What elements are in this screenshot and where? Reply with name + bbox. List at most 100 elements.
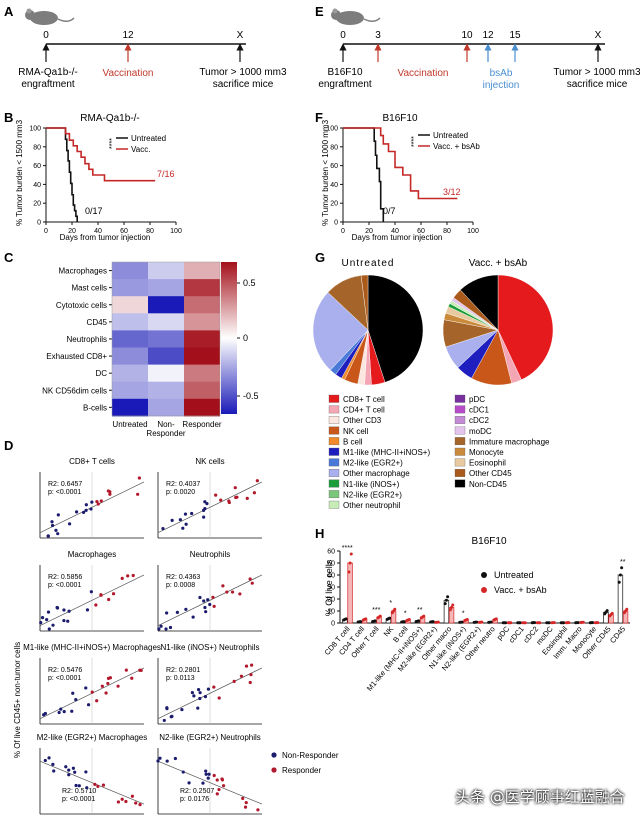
chart-title: B16F10 (382, 113, 417, 124)
point-nonresponder (51, 762, 55, 766)
scatter-title: Macrophages (68, 550, 116, 559)
panel-f: F B16F10 % Tumor burden < 1000 mm3 Days … (315, 110, 480, 242)
bar-point (567, 621, 571, 625)
point-nonresponder (157, 627, 161, 631)
panel-letter: B (4, 110, 13, 125)
heatmap-row-label: Cytotoxic cells (56, 301, 107, 310)
point-nonresponder (198, 691, 202, 695)
point-responder (243, 805, 248, 809)
point-responder (99, 499, 103, 503)
panel-letter: C (4, 250, 14, 265)
bar-point (489, 620, 493, 624)
bar-point (465, 618, 469, 622)
heatmap-row-label: Exhausted CD8+ (46, 352, 107, 361)
point-nonresponder (178, 518, 182, 522)
point-responder (106, 681, 110, 686)
legend-label: cDC1 (469, 406, 490, 415)
bar-point (450, 605, 454, 609)
bar-point (388, 616, 392, 620)
bar-point (347, 570, 351, 574)
heatmap-cell (184, 262, 220, 280)
point-nonresponder (170, 714, 174, 718)
pie-slice (497, 274, 554, 381)
colorbar-tick-label: 0.5 (243, 278, 256, 288)
point-nonresponder (168, 625, 173, 630)
point-nonresponder (67, 768, 71, 772)
r2-label: R2: 0.4363 (166, 574, 200, 581)
pie-slice (360, 274, 369, 331)
r2-label: R2: 0.2507 (180, 788, 214, 795)
point-responder (212, 685, 216, 689)
point-nonresponder (71, 691, 75, 695)
point-responder (252, 491, 256, 495)
point-nonresponder (45, 618, 49, 622)
point-nonresponder (47, 627, 51, 631)
legend-label: CD4+ T cell (343, 406, 385, 415)
point-responder (225, 590, 229, 594)
point-nonresponder (162, 718, 166, 723)
heatmap-frame (111, 261, 221, 417)
tick-12: 12 (122, 30, 134, 41)
legend-label: Monocyte (469, 448, 504, 457)
heatmap-col-label: Untreated (112, 420, 147, 429)
heatmap-row-label: Macrophages (59, 267, 107, 276)
point-nonresponder (74, 510, 79, 514)
y-tick-label: 80 (33, 144, 41, 151)
heatmap-cell (148, 381, 184, 400)
point-responder (138, 668, 142, 672)
panel-b: B RMA-Qa1b-/- % Tumor burden < 1500 mm3 … (4, 110, 182, 242)
chart-title: B16F10 (471, 536, 506, 547)
significance-stars: ** (620, 559, 626, 566)
point-responder (100, 684, 104, 688)
point-responder (136, 492, 140, 496)
legend-swatch (328, 405, 340, 414)
point-nonresponder (184, 522, 188, 526)
point-nonresponder (77, 784, 81, 788)
legend-label: M2-like (EGR2+) (343, 459, 403, 468)
point-responder (256, 808, 260, 812)
point-nonresponder (190, 690, 194, 695)
point-nonresponder (206, 598, 210, 602)
bar-point (618, 573, 622, 577)
x-tick-label: cDC1 (507, 625, 526, 645)
point-responder (124, 799, 128, 804)
r2-label: R2: 0.2801 (166, 667, 200, 674)
significance-stars: *** (372, 607, 380, 614)
point-nonresponder (206, 687, 211, 691)
heatmap-cell (148, 330, 184, 348)
point-nonresponder (86, 703, 91, 707)
legend-swatch (328, 426, 340, 435)
regression-line (157, 667, 263, 720)
x-tick-label: 80 (146, 228, 154, 235)
point-nonresponder (181, 770, 185, 774)
point-responder (244, 664, 249, 668)
heatmap-row-label: CD45 (87, 318, 108, 327)
y-tick-label: 60 (327, 549, 335, 556)
point-nonresponder (50, 523, 55, 528)
legend-swatch (454, 405, 466, 414)
heatmap-cell (112, 398, 148, 417)
tumor-label-2: sacrifice mice (213, 79, 274, 90)
point-nonresponder (54, 528, 58, 532)
bar-point (446, 595, 450, 599)
point-nonresponder (204, 769, 208, 773)
x-tick-label: 80 (443, 228, 451, 235)
legend-label: Eosinophil (469, 459, 506, 468)
legend-swatch (328, 416, 340, 424)
point-responder (238, 592, 242, 596)
point-nonresponder (52, 769, 56, 773)
scatter-title: NK cells (195, 457, 224, 466)
heatmap-cell (184, 279, 220, 297)
engraft-label: B16F10 (327, 67, 362, 78)
panel-letter: E (315, 4, 324, 19)
bar-point (431, 620, 435, 624)
point-responder (107, 597, 111, 602)
bar-point (349, 552, 353, 556)
point-responder (244, 800, 248, 805)
heatmap-cell (112, 279, 148, 297)
legend-nonresponder: Non-Responder (282, 751, 339, 760)
p-label: p: <0.0001 (48, 675, 81, 682)
heatmap-cell (184, 296, 220, 314)
